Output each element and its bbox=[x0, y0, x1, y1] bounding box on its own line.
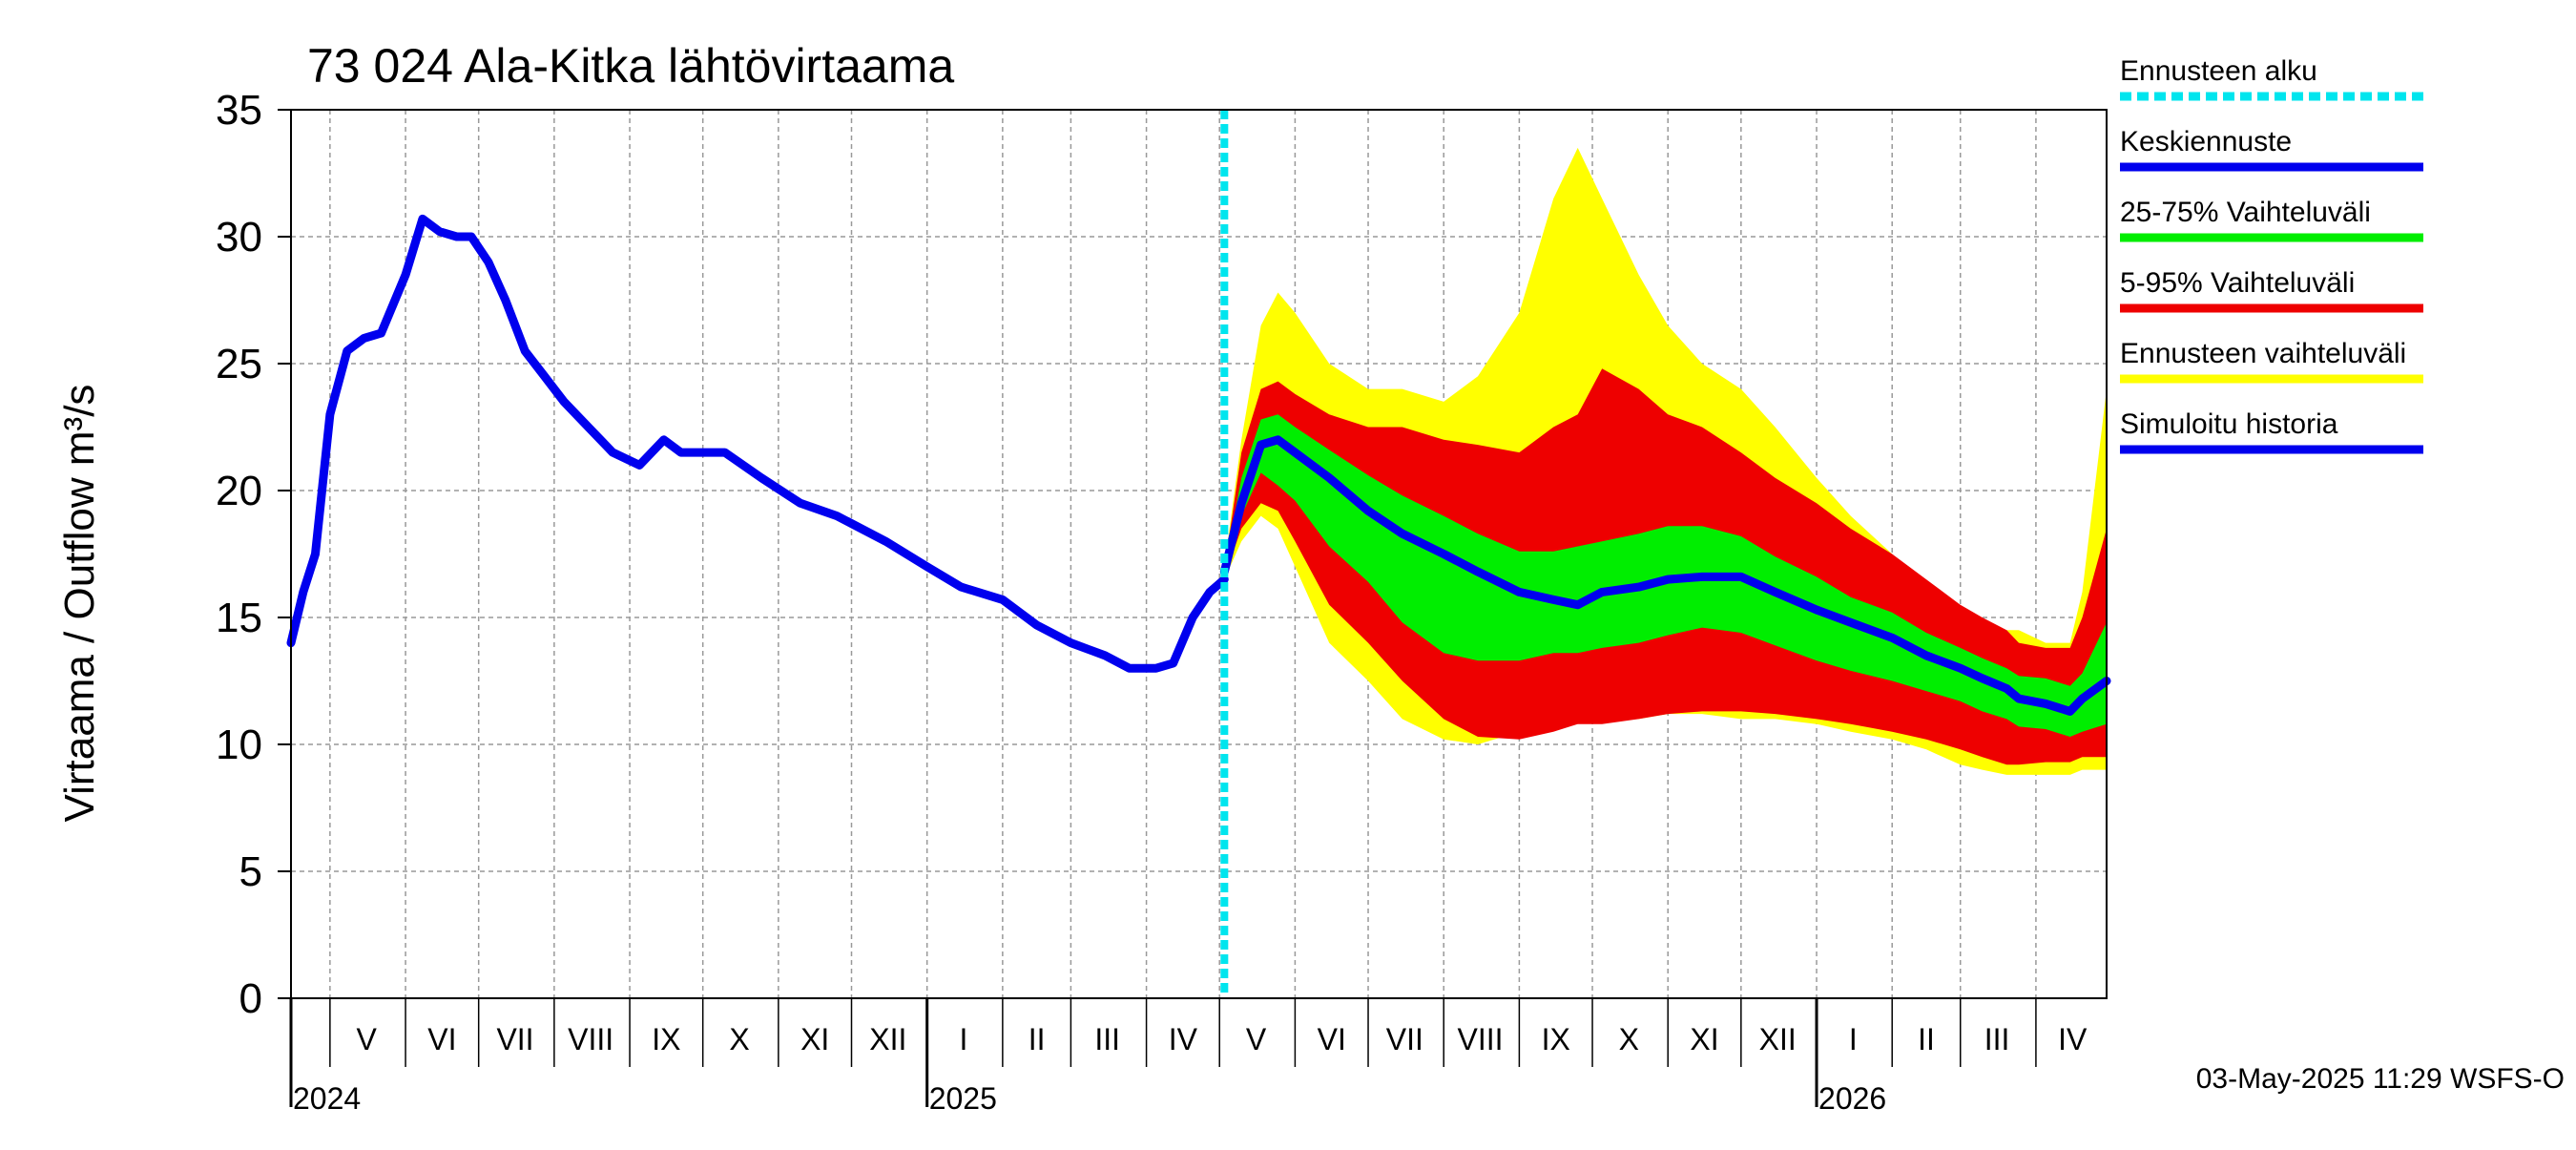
plot-frame bbox=[290, 109, 2108, 999]
y-tick-label: 20 bbox=[216, 468, 262, 514]
y-tick-label: 15 bbox=[216, 595, 262, 641]
month-label: III bbox=[1094, 1022, 1120, 1056]
month-label: VII bbox=[1386, 1022, 1423, 1056]
legend-label: Simuloitu historia bbox=[2120, 408, 2338, 440]
legend: Ennusteen alku Keskiennuste 25-75% Vaihtel… bbox=[2120, 55, 2423, 454]
month-label: IV bbox=[2058, 1022, 2088, 1056]
y-tick-label: 35 bbox=[216, 87, 262, 134]
month-label: VIII bbox=[1458, 1022, 1504, 1056]
legend-label: 25-75% Vaihteluväli bbox=[2120, 197, 2371, 228]
y-tick-label: 0 bbox=[239, 975, 262, 1022]
month-label: IX bbox=[652, 1022, 680, 1056]
y-axis-label: Virtaama / Outflow m³/s bbox=[56, 385, 103, 823]
history-line bbox=[286, 214, 1229, 673]
y-tick-label: 25 bbox=[216, 341, 262, 387]
median-forecast-line bbox=[1219, 435, 2111, 716]
y-tick-label: 5 bbox=[239, 848, 262, 895]
y-tick-label: 30 bbox=[216, 214, 262, 261]
year-label: 2024 bbox=[293, 1081, 361, 1116]
month-label: IV bbox=[1169, 1022, 1198, 1056]
month-label: XI bbox=[1690, 1022, 1718, 1056]
month-label: II bbox=[1918, 1022, 1935, 1056]
month-label: VI bbox=[427, 1022, 456, 1056]
legend-label: Ennusteen alku bbox=[2120, 55, 2317, 87]
month-label: III bbox=[1984, 1022, 2010, 1056]
month-label: II bbox=[1028, 1022, 1046, 1056]
month-label: V bbox=[357, 1022, 378, 1056]
month-label: I bbox=[1849, 1022, 1858, 1056]
month-label: VI bbox=[1318, 1022, 1346, 1056]
month-label: V bbox=[1246, 1022, 1267, 1056]
month-label: XI bbox=[800, 1022, 829, 1056]
month-label: VII bbox=[496, 1022, 533, 1056]
year-label: 2025 bbox=[929, 1081, 997, 1116]
month-label: IX bbox=[1542, 1022, 1570, 1056]
legend-label: Ennusteen vaihteluväli bbox=[2120, 338, 2406, 369]
month-label: X bbox=[1619, 1022, 1639, 1056]
band-2 bbox=[1224, 414, 2107, 737]
legend-label: 5-95% Vaihteluväli bbox=[2120, 267, 2355, 299]
legend-label: Keskiennuste bbox=[2120, 126, 2292, 157]
month-label: I bbox=[960, 1022, 968, 1056]
month-label: VIII bbox=[568, 1022, 613, 1056]
chart-title: 73 024 Ala-Kitka lähtövirtaama bbox=[307, 39, 954, 93]
year-label: 2026 bbox=[1818, 1081, 1886, 1116]
month-label: X bbox=[729, 1022, 749, 1056]
month-label: XII bbox=[1759, 1022, 1797, 1056]
timestamp-footer: 03-May-2025 11:29 WSFS-O bbox=[2196, 1063, 2565, 1095]
month-label: XII bbox=[869, 1022, 906, 1056]
y-tick-label: 10 bbox=[216, 721, 262, 768]
